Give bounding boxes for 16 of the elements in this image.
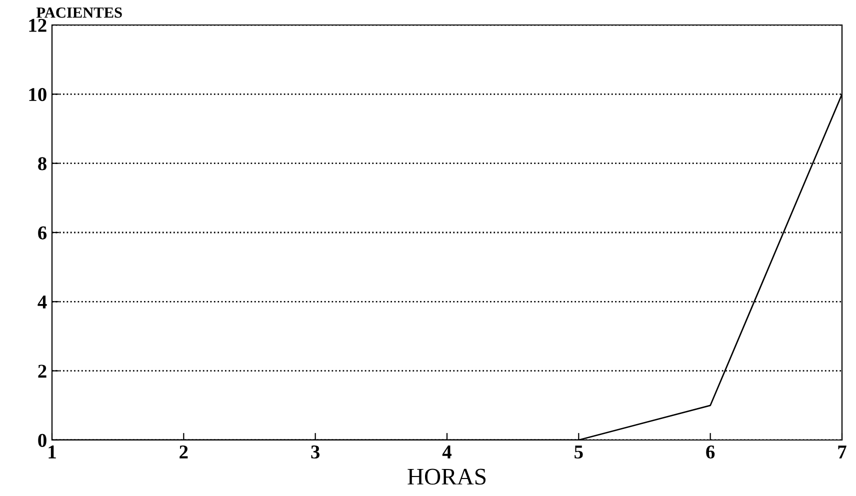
- x-tick-label: 5: [574, 446, 583, 459]
- y-tick-label: 2: [38, 364, 46, 378]
- y-tick-label: 4: [38, 296, 47, 308]
- x-tick-label: 6: [706, 445, 715, 459]
- x-tick-label: 2: [180, 445, 188, 458]
- x-tick-label: 7: [838, 446, 846, 458]
- y-tick-label: 12: [29, 18, 46, 32]
- y-axis-title: PACIENTES: [36, 7, 122, 18]
- y-tick-label: 6: [38, 226, 47, 240]
- y-tick-label: 8: [38, 157, 46, 170]
- x-tick-label: 3: [311, 445, 320, 459]
- x-tick-label: 1: [48, 446, 56, 458]
- y-tick-label: 10: [29, 88, 46, 102]
- x-tick-label: 4: [442, 446, 452, 458]
- y-tick-label: 0: [38, 434, 46, 447]
- x-axis-title: HORAS: [408, 468, 486, 485]
